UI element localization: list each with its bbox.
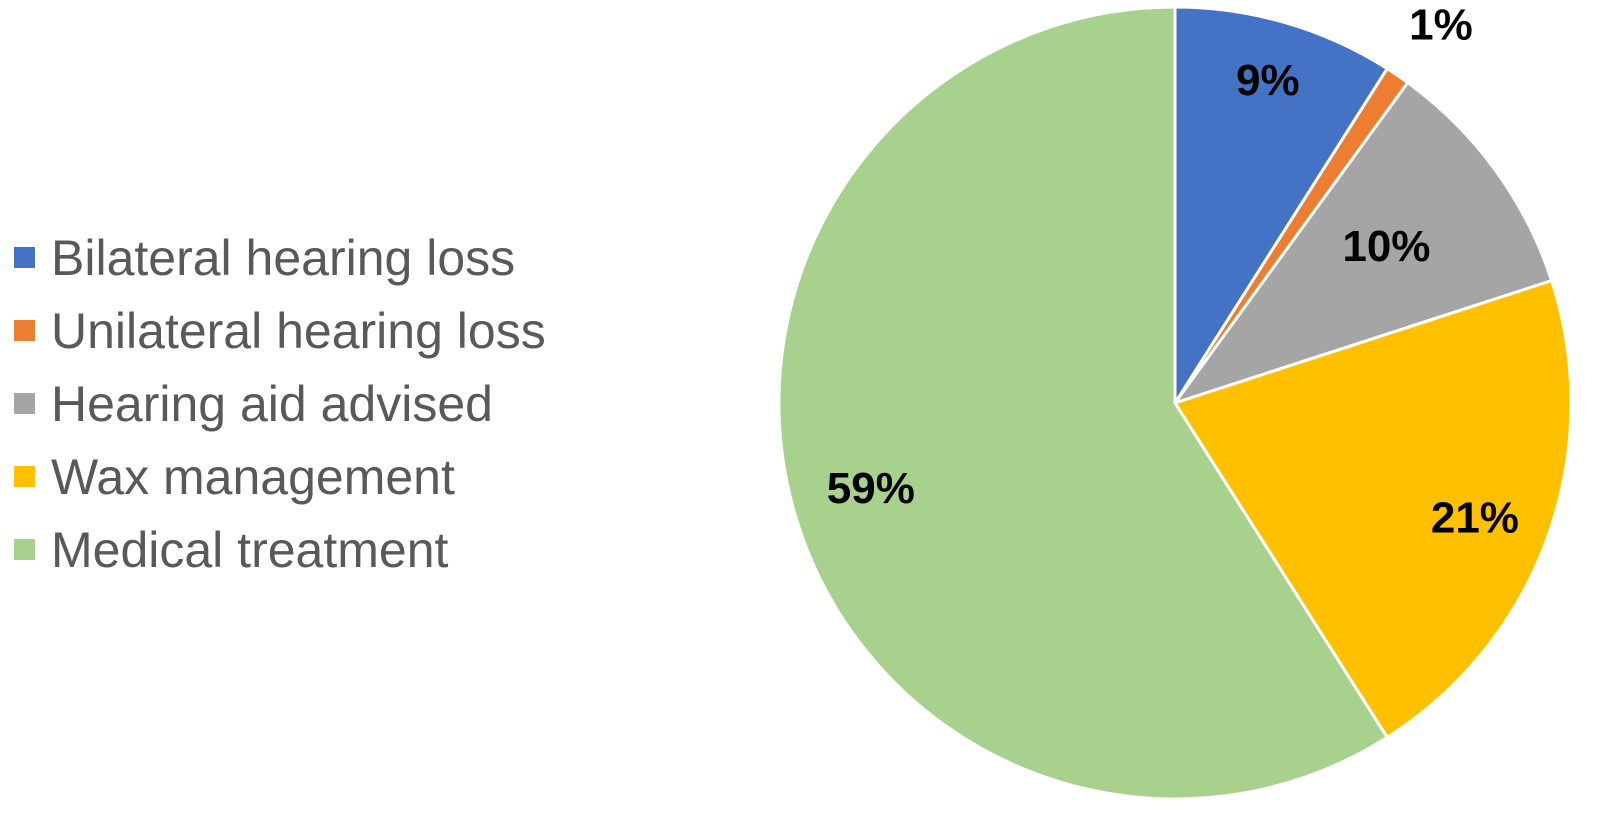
data-label-medical-treatment: 59%: [827, 464, 915, 513]
data-label-wax-management: 21%: [1431, 494, 1519, 543]
pie-slice-labels: 9% 1% 10% 21% 59%: [827, 0, 1519, 542]
legend-item-hearing-aid-advised: Hearing aid advised: [14, 372, 546, 435]
legend-item-wax-management: Wax management: [14, 445, 546, 508]
legend-label: Hearing aid advised: [51, 375, 493, 432]
data-label-unilateral-hearing-loss: 1%: [1409, 0, 1473, 49]
legend-swatch-unilateral-hearing-loss: [14, 320, 35, 341]
legend-swatch-bilateral-hearing-loss: [14, 247, 35, 268]
pie-slices: [777, 5, 1573, 801]
legend-swatch-wax-management: [14, 466, 35, 487]
pie-slice-medical-treatment: [777, 5, 1389, 801]
pie-slice-wax-management: [1173, 279, 1573, 739]
legend: Bilateral hearing loss Unilateral hearin…: [14, 226, 546, 581]
data-label-hearing-aid-advised: 10%: [1342, 222, 1430, 271]
data-label-bilateral-hearing-loss: 9%: [1236, 56, 1300, 105]
legend-swatch-medical-treatment: [14, 539, 35, 560]
pie-slice-bilateral-hearing-loss: [1173, 5, 1389, 405]
legend-label: Bilateral hearing loss: [51, 229, 516, 286]
legend-swatch-hearing-aid-advised: [14, 393, 35, 414]
legend-item-bilateral-hearing-loss: Bilateral hearing loss: [14, 226, 546, 289]
legend-item-medical-treatment: Medical treatment: [14, 518, 546, 581]
legend-label: Wax management: [51, 448, 455, 505]
legend-label: Unilateral hearing loss: [51, 302, 546, 359]
pie-slice-hearing-aid-advised: [1173, 81, 1554, 405]
legend-label: Medical treatment: [51, 521, 449, 578]
legend-item-unilateral-hearing-loss: Unilateral hearing loss: [14, 299, 546, 362]
